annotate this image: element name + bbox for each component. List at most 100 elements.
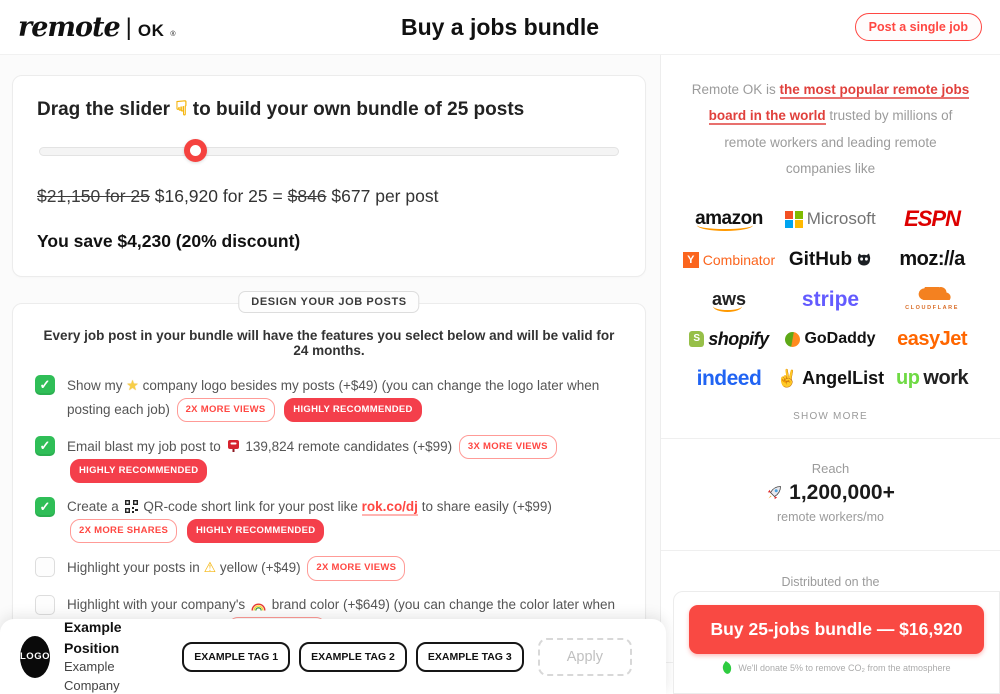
new-per-post-price: $677 per post xyxy=(331,186,439,206)
logo-divider: | xyxy=(125,13,132,41)
badge-more-shares: 2X MORE SHARES xyxy=(70,519,178,544)
slider-handle[interactable] xyxy=(184,139,207,162)
header: remote | OK ® Buy a jobs bundle Post a s… xyxy=(0,0,1000,55)
feature-label: Highlight your posts in ⚠ yellow (+$49) … xyxy=(67,556,623,581)
reach-count-line: 1,200,000+ xyxy=(661,481,1000,505)
post-single-job-button[interactable]: Post a single job xyxy=(854,13,982,41)
ycombinator-logo: Y Combinator xyxy=(682,251,775,268)
new-bundle-price: $16,920 for 25 xyxy=(154,186,268,206)
example-tags: EXAMPLE TAG 1 EXAMPLE TAG 2 EXAMPLE TAG … xyxy=(182,641,524,672)
badge-more-views: 3X MORE VIEWS xyxy=(458,435,557,460)
godaddy-wordmark: GoDaddy xyxy=(804,330,876,348)
label-part: to share easily (+$99) xyxy=(421,499,552,515)
point-down-icon: ☟ xyxy=(175,98,188,120)
easyjet-logo: easyJet xyxy=(897,328,967,351)
checkbox-brand-color[interactable] xyxy=(35,594,55,615)
label-part: Email blast my job post to xyxy=(67,439,221,455)
reach-count: 1,200,000+ xyxy=(789,480,895,504)
reach-subtitle: remote workers/mo xyxy=(777,509,884,524)
espn-wordmark: ESPN xyxy=(904,206,961,232)
checkbox-company-logo[interactable]: ✓ xyxy=(35,375,55,395)
badge-highly-recommended: HIGHLY RECOMMENDED xyxy=(70,459,208,484)
reach-section: Reach 1,200,000+ remote workers/mo xyxy=(661,439,1000,551)
slider-heading: Drag the slider ☟ to build your own bund… xyxy=(37,96,621,121)
old-bundle-price: $21,150 for 25 xyxy=(37,186,150,206)
feature-row-company-logo: ✓ Show my ★ company logo besides my post… xyxy=(35,374,623,423)
slider-heading-after: to build your own bundle of 25 posts xyxy=(192,99,525,120)
bundle-size-slider[interactable] xyxy=(39,139,619,162)
label-part: Show my xyxy=(67,378,123,393)
feature-label: Show my ★ company logo besides my posts … xyxy=(67,374,623,423)
company-logo-placeholder: LOGO xyxy=(20,635,50,678)
intro-highlight: the most popular remote jobs board in th… xyxy=(708,82,970,126)
registered-mark: ® xyxy=(170,30,176,38)
amazon-logo: amazon xyxy=(695,208,763,232)
label-part: 139,824 remote candidates (+$99) xyxy=(245,439,453,455)
postbox-icon xyxy=(227,440,239,453)
angellist-logo: ✌ AngelList xyxy=(777,368,884,389)
main-column: Drag the slider ☟ to build your own bund… xyxy=(0,55,660,694)
example-tag-3[interactable]: EXAMPLE TAG 3 xyxy=(415,641,524,672)
checkbox-qr-code[interactable]: ✓ xyxy=(35,497,55,518)
logo-ok-text: OK xyxy=(137,20,165,40)
preview-names: Example Position Example Company xyxy=(64,617,122,694)
old-per-post-price: $846 xyxy=(287,186,327,206)
social-proof-section: Remote OK is the most popular remote job… xyxy=(661,55,1000,439)
example-tag-2[interactable]: EXAMPLE TAG 2 xyxy=(299,641,407,672)
slider-track[interactable] xyxy=(39,147,619,156)
rocket-icon xyxy=(767,486,782,500)
amazon-wordmark: amazon xyxy=(695,208,763,232)
savings-line: You save $4,230 (20% discount) xyxy=(37,231,301,251)
google-section-label: Distributed on the xyxy=(781,574,880,589)
short-link-example[interactable]: rok.co/dj xyxy=(361,499,418,517)
godaddy-logo: GoDaddy xyxy=(785,330,876,348)
warning-icon: ⚠ xyxy=(203,559,217,576)
aws-logo: aws xyxy=(711,289,746,312)
badge-highly-recommended: HIGHLY RECOMMENDED xyxy=(284,397,422,423)
label-part: Highlight your posts in xyxy=(67,560,200,576)
label-part: QR-code short link for your post like xyxy=(143,499,358,515)
feature-row-qr-code: ✓ Create a QR-code short link for your p… xyxy=(35,496,623,544)
easyjet-wordmark: easyJet xyxy=(897,327,967,350)
checkbox-email-blast[interactable]: ✓ xyxy=(35,436,55,457)
leaf-icon xyxy=(720,661,735,675)
angellist-hand-icon: ✌ xyxy=(776,368,799,388)
sidebar-intro-text: Remote OK is the most popular remote job… xyxy=(661,55,1000,192)
espn-logo: ESPN xyxy=(904,206,961,232)
feature-label: Email blast my job post to 139,824 remot… xyxy=(67,435,623,484)
company-logo-grid: amazon Microsoft ESPN Y Combinator GitHu… xyxy=(661,192,1000,391)
buy-bundle-button[interactable]: Buy 25-jobs bundle — $16,920 xyxy=(689,605,984,654)
cloudflare-wordmark: CLOUDFLARE xyxy=(905,305,959,312)
shopify-wordmark: shopify xyxy=(708,328,769,349)
shopify-logo: S shopify xyxy=(689,329,769,350)
label-part: yellow (+$49) xyxy=(219,560,301,576)
apply-button[interactable]: Apply xyxy=(537,637,632,676)
github-octocat-icon xyxy=(857,253,871,266)
checkbox-highlight-yellow[interactable] xyxy=(35,557,55,578)
price-line: $21,150 for 25 $16,920 for 25 = $846 $67… xyxy=(37,186,621,207)
donation-note: We'll donate 5% to remove CO₂ from the a… xyxy=(689,661,984,675)
label-part: Create a xyxy=(67,499,119,515)
checkout-card: Buy 25-jobs bundle — $16,920 We'll donat… xyxy=(673,591,1000,694)
angellist-wordmark: AngelList xyxy=(802,368,885,389)
badge-highly-recommended: HIGHLY RECOMMENDED xyxy=(186,519,325,544)
upwork-logo: up work xyxy=(895,367,969,390)
upwork-up-part: up xyxy=(895,367,920,390)
upwork-work-part: work xyxy=(923,367,969,390)
donation-note-text: We'll donate 5% to remove CO₂ from the a… xyxy=(738,663,951,673)
example-tag-1[interactable]: EXAMPLE TAG 1 xyxy=(182,641,291,672)
microsoft-logo: Microsoft xyxy=(785,209,876,229)
godaddy-icon xyxy=(785,331,801,347)
stripe-logo: stripe xyxy=(802,288,859,312)
badge-more-views: 2X MORE VIEWS xyxy=(307,556,406,581)
mozilla-logo: moz://a xyxy=(899,248,965,271)
aws-wordmark: aws xyxy=(711,289,746,312)
reach-label: Reach xyxy=(811,460,850,476)
show-more-button[interactable]: SHOW MORE xyxy=(793,410,868,422)
logo-remote-script: remote xyxy=(18,11,121,43)
badge-more-views: 2X MORE VIEWS xyxy=(176,397,275,423)
remoteok-logo[interactable]: remote | OK ® xyxy=(18,12,176,43)
ycombinator-y-icon: Y xyxy=(682,251,699,268)
example-position: Example Position xyxy=(63,619,122,656)
cloudflare-logo: CLOUDFLARE xyxy=(905,287,959,312)
